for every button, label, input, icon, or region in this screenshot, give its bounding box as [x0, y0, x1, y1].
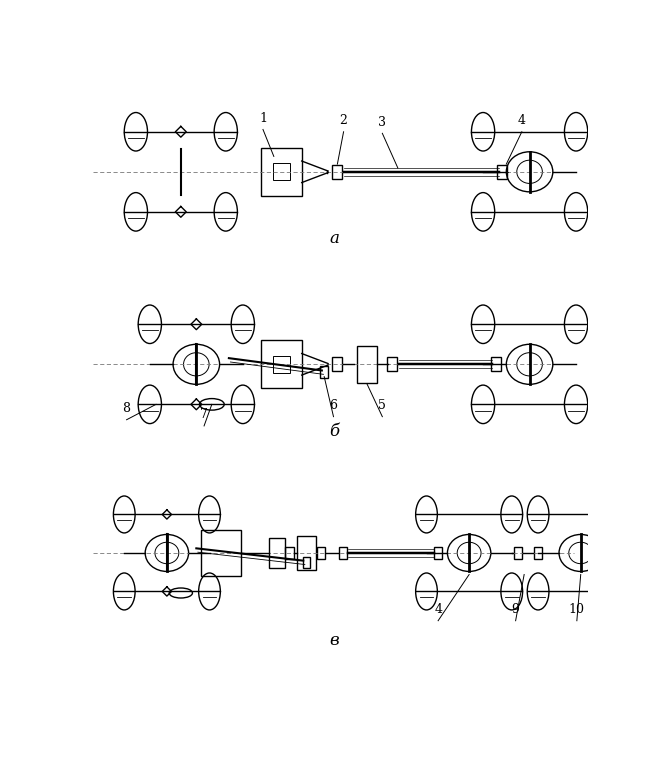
Text: б: б — [329, 423, 340, 440]
Bar — [387, 357, 398, 371]
Bar — [534, 547, 543, 559]
Bar — [317, 547, 325, 559]
Text: 3: 3 — [378, 116, 387, 129]
Bar — [320, 366, 328, 377]
Text: 4: 4 — [434, 603, 442, 616]
Bar — [434, 547, 442, 559]
Text: в: в — [330, 632, 339, 650]
Bar — [269, 538, 285, 568]
Bar — [332, 165, 342, 179]
Text: 10: 10 — [569, 603, 585, 616]
Bar — [201, 530, 241, 576]
Text: 4: 4 — [518, 114, 526, 127]
Bar — [297, 536, 315, 570]
Bar — [273, 356, 290, 373]
Bar — [357, 346, 377, 383]
Bar — [302, 557, 310, 568]
Bar — [338, 547, 347, 559]
Text: 6: 6 — [330, 399, 338, 412]
Bar — [514, 547, 522, 559]
Bar — [332, 357, 342, 371]
Text: 7: 7 — [200, 409, 208, 421]
Bar — [491, 357, 502, 371]
Text: 1: 1 — [259, 112, 267, 125]
Bar — [261, 148, 302, 196]
Text: 5: 5 — [378, 399, 387, 412]
Bar — [261, 340, 302, 388]
Text: 8: 8 — [123, 402, 131, 415]
Bar — [273, 164, 290, 180]
Text: а: а — [329, 230, 339, 247]
Text: 9: 9 — [512, 603, 520, 616]
Bar — [285, 547, 294, 559]
Bar — [498, 165, 507, 179]
Text: 2: 2 — [340, 114, 347, 127]
